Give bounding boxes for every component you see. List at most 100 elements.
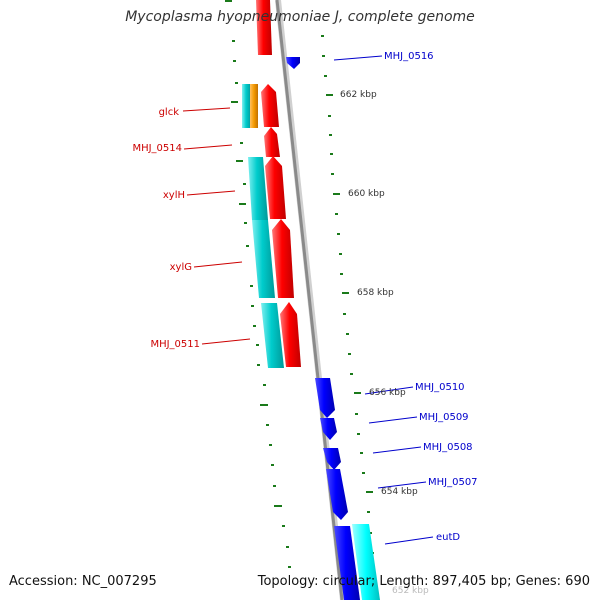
gc-tick [269,444,272,446]
forward-gene-labels: glck MHJ_0514 xylH xylG MHJ_0511 [132,107,200,350]
cds-arrow-reverse-mhj0516[interactable] [286,57,300,69]
gc-tick [240,142,243,144]
cds-arrow-forward-glck[interactable] [261,84,279,127]
feature-block-glck-orange[interactable] [250,84,258,128]
cds-arrow-forward-mhj0514[interactable] [264,127,280,157]
gc-tick [346,333,349,335]
gc-tick [266,424,269,426]
gene-label-mhj0509[interactable]: MHJ_0509 [419,412,469,423]
accession-label: Accession: NC_007295 [9,574,157,589]
gc-tick [225,0,232,2]
gc-tick [232,40,235,42]
gene-label-mhj0516[interactable]: MHJ_0516 [384,51,434,62]
gc-tick [335,213,338,215]
leader-line [201,338,251,345]
leader-line [368,416,418,424]
gc-tick [326,94,333,96]
cds-arrow-reverse-mhj0507[interactable] [326,469,348,520]
leader-line [377,481,427,489]
cds-arrow-forward-xylg[interactable] [272,219,294,298]
gc-tick [250,285,253,287]
gc-tick [366,491,373,493]
gc-tick [333,193,340,195]
gene-label-xylg[interactable]: xylG [170,262,192,273]
scale-labels: 662 kbp 660 kbp 658 kbp 656 kbp 654 kbp … [340,90,429,596]
cds-arrow-forward-xylh[interactable] [265,156,286,219]
scale-label: 656 kbp [369,388,406,398]
leader-line [193,261,243,268]
leader-line [182,107,231,112]
scale-label: 662 kbp [340,90,377,100]
cds-arrow-forward[interactable] [256,0,272,55]
leader-line [333,55,383,61]
gc-tick [337,233,340,235]
gc-skew-ticks-left [225,0,291,568]
scale-label: 652 kbp [392,586,429,596]
gc-tick [329,134,332,136]
feature-block-glck-cyan[interactable] [242,84,251,128]
gc-tick [274,505,282,507]
gc-tick [324,75,327,77]
leader-line [186,190,236,196]
gc-tick [273,485,276,487]
gc-tick [257,364,260,366]
cds-arrow-reverse-mhj0510[interactable] [315,378,335,418]
gc-tick [286,546,289,548]
leader-line [183,144,233,150]
gc-tick [322,55,325,57]
feature-block-mhj0511[interactable] [261,303,284,368]
leader-line [372,446,422,454]
cds-arrow-reverse-mhj0509[interactable] [320,418,337,440]
gc-tick [328,115,331,117]
scale-label: 658 kbp [357,288,394,298]
gc-tick [288,566,291,568]
gc-tick [256,344,259,346]
gc-tick [244,222,247,224]
gc-tick [263,384,266,386]
gc-tick [343,313,346,315]
gc-tick [282,525,285,527]
gc-tick [342,292,349,294]
gc-tick [253,325,256,327]
gc-tick [340,273,343,275]
gc-tick [331,173,334,175]
gc-tick [231,101,238,103]
reverse-gene-labels: MHJ_0516 MHJ_0510 MHJ_0509 MHJ_0508 MHJ_… [384,51,478,543]
gene-label-mhj0507[interactable]: MHJ_0507 [428,477,478,488]
cds-arrow-forward-mhj0511[interactable] [280,302,301,367]
gc-tick [357,433,360,435]
genome-title: Mycoplasma hyopneumoniae J, complete gen… [125,9,475,25]
feature-block-xylh[interactable] [248,157,268,220]
gc-tick [246,245,249,247]
gene-label-xylh[interactable]: xylH [163,190,185,201]
gene-label-glck[interactable]: glck [159,107,180,118]
gc-tick [339,253,342,255]
gc-tick [355,413,358,415]
gc-tick [271,464,274,466]
gc-tick [362,472,365,474]
cds-arrow-reverse-mhj0508[interactable] [323,448,341,470]
gene-label-eutd[interactable]: eutD [436,532,460,543]
gene-label-mhj0511[interactable]: MHJ_0511 [150,339,200,350]
gc-tick [367,511,370,513]
scale-label: 654 kbp [381,487,418,497]
gene-label-mhj0508[interactable]: MHJ_0508 [423,442,473,453]
cds-arrow-reverse-eutd[interactable] [334,526,360,600]
gene-label-mhj0514[interactable]: MHJ_0514 [132,143,182,154]
feature-block-xylg[interactable] [252,220,275,298]
gc-tick [369,532,372,534]
gc-tick [239,203,246,205]
gc-tick [243,183,246,185]
leader-line [384,536,434,545]
leader-line [364,386,414,395]
gc-tick [251,305,254,307]
feature-block-eutd[interactable] [352,524,380,600]
gc-tick [233,60,236,62]
gc-tick [235,82,238,84]
gc-tick [236,160,243,162]
gene-label-mhj0510[interactable]: MHJ_0510 [415,382,465,393]
scale-label: 660 kbp [348,189,385,199]
gc-tick [330,153,333,155]
